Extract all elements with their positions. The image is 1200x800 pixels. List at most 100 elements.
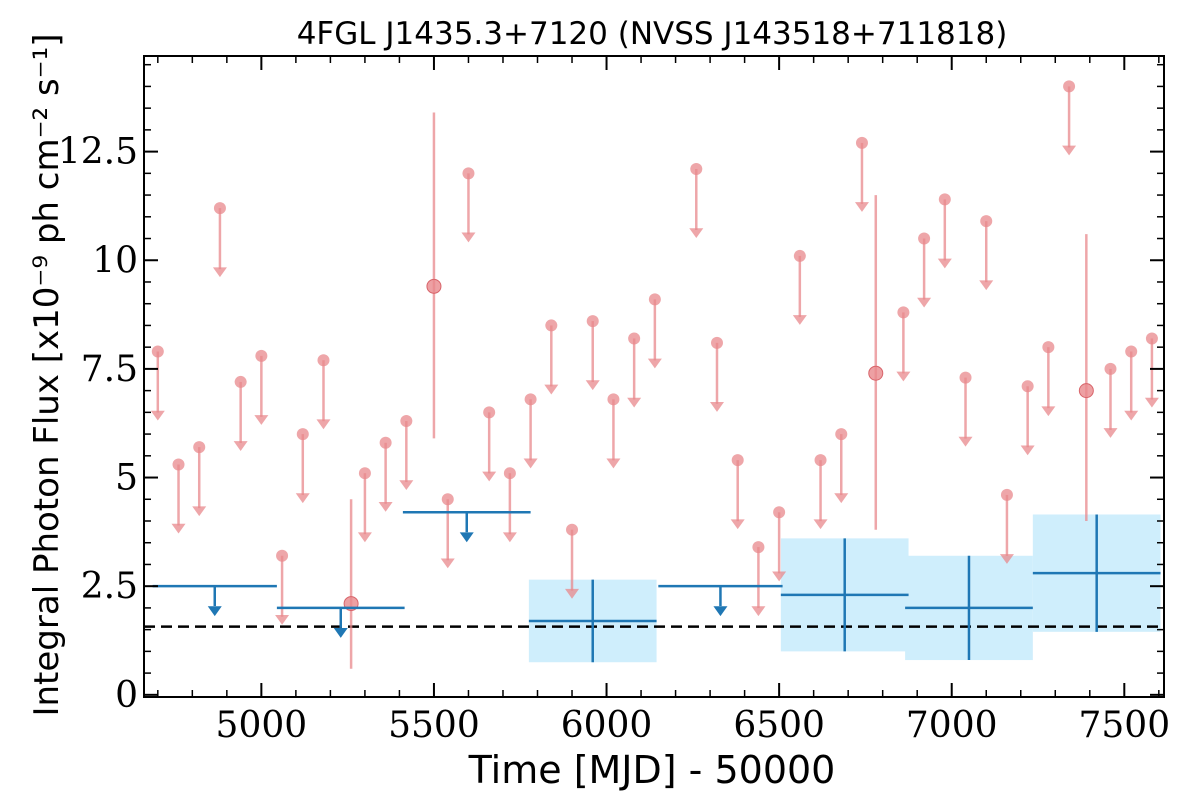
upper-limit-arrowhead xyxy=(295,493,310,504)
upper-limit-arrowhead xyxy=(254,415,269,425)
upper-limit-arrowhead xyxy=(502,532,517,543)
upper-limit-marker xyxy=(462,167,475,180)
upper-limit-marker xyxy=(918,232,931,245)
upper-limit-marker xyxy=(710,336,723,349)
upper-limit-arrowhead xyxy=(1124,410,1139,421)
upper-limit-arrowhead xyxy=(212,267,227,278)
upper-limit-arrowhead xyxy=(896,371,911,382)
upper-limit-marker xyxy=(234,375,247,388)
upper-limit-arrowhead xyxy=(399,480,414,491)
upper-limit-arrowhead xyxy=(1020,445,1035,456)
upper-limit-marker xyxy=(1000,488,1013,501)
upper-limit-marker xyxy=(773,506,786,519)
upper-limit-marker xyxy=(1042,341,1055,354)
upper-limit-marker xyxy=(379,436,392,449)
plot-frame xyxy=(143,55,1165,698)
x-tick-label: 7500 xyxy=(1078,705,1170,746)
upper-limit-marker xyxy=(690,162,703,175)
x-tick-label: 5500 xyxy=(388,705,480,746)
upper-limit-marker xyxy=(980,215,993,228)
upper-limit-marker xyxy=(193,441,206,454)
x-tick-label: 6000 xyxy=(561,705,653,746)
y-tick-label: 0 xyxy=(115,675,138,716)
upper-limit-arrowhead xyxy=(647,358,662,369)
upper-limit-arrowhead xyxy=(482,471,497,482)
upper-limit-marker xyxy=(296,428,309,441)
upper-limit-marker xyxy=(483,406,496,419)
upper-limit-marker xyxy=(814,454,827,467)
long-upper-limit-arrowhead xyxy=(333,628,348,638)
upper-limit-arrowhead xyxy=(730,519,745,530)
x-tick-label: 6500 xyxy=(733,705,825,746)
upper-limit-marker xyxy=(855,136,868,149)
upper-limit-marker xyxy=(648,293,661,306)
x-tick-label: 5000 xyxy=(216,705,308,746)
upper-limit-arrowhead xyxy=(316,419,331,430)
upper-limit-arrowhead xyxy=(813,519,828,530)
upper-limit-marker xyxy=(731,454,744,467)
upper-limit-arrowhead xyxy=(461,232,476,243)
plot-area xyxy=(144,80,1164,669)
upper-limit-marker xyxy=(752,541,765,554)
upper-limit-arrowhead xyxy=(440,558,455,569)
upper-limit-arrowhead xyxy=(192,506,207,517)
upper-limit-marker xyxy=(1021,380,1034,393)
long-upper-limit-arrowhead xyxy=(207,606,222,617)
detection-marker xyxy=(868,365,884,381)
upper-limit-marker xyxy=(607,393,620,406)
upper-limit-arrowhead xyxy=(627,397,642,408)
upper-limit-arrowhead xyxy=(585,380,600,391)
axes: 5000 5500 6000 6500 7000 7500 0 2.5 5 7.5 10 12.5 xyxy=(58,55,1170,746)
upper-limit-marker xyxy=(959,371,972,384)
chart-title: 4FGL J1435.3+7120 (NVSS J143518+711818) xyxy=(297,16,1008,52)
upper-limit-arrowhead xyxy=(751,606,766,617)
upper-limit-arrowhead xyxy=(1103,428,1118,438)
upper-limit-arrowhead xyxy=(709,402,724,412)
upper-limit-marker xyxy=(213,202,226,215)
long-upper-limit-arrowhead xyxy=(713,606,728,617)
upper-limit-arrowhead xyxy=(772,571,787,582)
upper-limit-arrowhead xyxy=(544,384,559,395)
upper-limit-arrowhead xyxy=(999,554,1014,564)
upper-limit-marker xyxy=(938,193,951,206)
long-upper-limit-arrowhead xyxy=(459,532,474,543)
upper-limit-arrowhead xyxy=(1144,397,1159,408)
upper-limit-arrowhead xyxy=(233,441,248,451)
upper-limit-arrowhead xyxy=(792,315,807,325)
y-axis-label: Integral Photon Flux [x10⁻⁹ ph cm⁻² s⁻¹] xyxy=(27,33,67,716)
upper-limit-arrowhead xyxy=(378,501,393,512)
y-tick-label: 5 xyxy=(115,458,138,499)
y-tick-label: 10 xyxy=(92,240,138,281)
upper-limit-arrowhead xyxy=(150,410,165,421)
upper-limit-marker xyxy=(793,249,806,262)
upper-limit-arrowhead xyxy=(171,523,186,534)
upper-limit-arrowhead xyxy=(854,202,869,212)
upper-limit-arrowhead xyxy=(275,614,290,625)
upper-limit-arrowhead xyxy=(1062,145,1077,156)
y-tick-label: 2.5 xyxy=(81,566,138,607)
y-tick-label: 12.5 xyxy=(58,132,138,173)
x-axis-label: Time [MJD] - 50000 xyxy=(468,748,836,792)
upper-limit-arrowhead xyxy=(357,532,372,543)
upper-limit-arrowhead xyxy=(917,297,932,308)
upper-limit-arrowhead xyxy=(689,228,704,239)
upper-limit-arrowhead xyxy=(937,258,952,269)
upper-limit-marker xyxy=(172,458,185,471)
upper-limit-arrowhead xyxy=(979,280,994,291)
upper-limit-marker xyxy=(586,315,599,328)
upper-limit-marker xyxy=(255,349,268,362)
upper-limit-marker xyxy=(628,332,641,345)
upper-limit-arrowhead xyxy=(834,493,849,504)
upper-limit-marker xyxy=(1145,332,1158,345)
upper-limit-marker xyxy=(1104,362,1117,375)
upper-limit-marker xyxy=(441,493,454,506)
upper-limit-arrowhead xyxy=(565,588,580,599)
upper-limit-marker xyxy=(566,523,579,536)
detection-marker xyxy=(426,278,442,294)
upper-limit-arrowhead xyxy=(523,458,538,469)
x-tick-label: 7000 xyxy=(906,705,998,746)
upper-limit-marker xyxy=(358,467,371,480)
upper-limit-marker xyxy=(503,467,516,480)
upper-limit-arrowhead xyxy=(606,458,621,469)
